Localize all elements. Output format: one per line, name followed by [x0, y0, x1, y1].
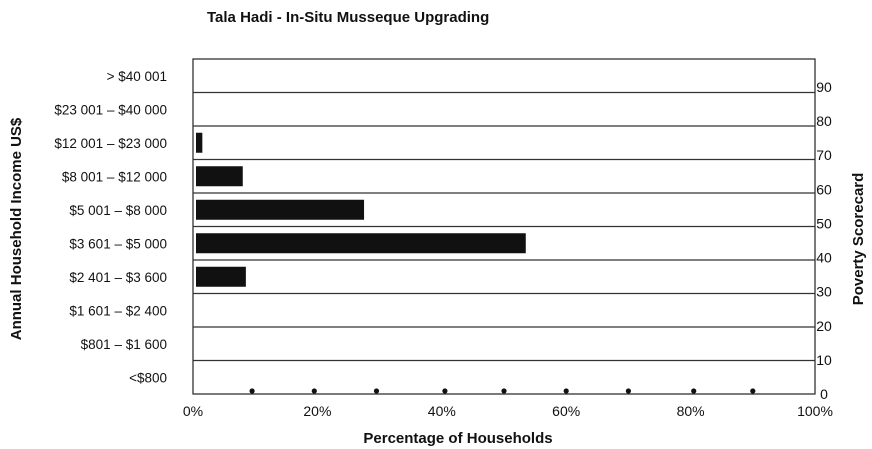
scorecard-dots — [249, 388, 756, 394]
y2-tick-label: 10 — [816, 352, 832, 368]
scorecard-dot — [750, 388, 756, 394]
y2-tick-label: 70 — [816, 147, 832, 163]
category-label: $12 001 – $23 000 — [54, 136, 167, 151]
x-tick-label: 100% — [797, 403, 833, 419]
category-label: $3 601 – $5 000 — [69, 236, 167, 251]
category-label: $801 – $1 600 — [81, 337, 167, 352]
category-labels: > $40 001 $23 001 – $40 000 $12 001 – $23 … — [54, 69, 167, 386]
bar — [196, 166, 243, 187]
y2-axis-title: Poverty Scorecard — [850, 173, 867, 306]
scorecard-dot — [311, 388, 317, 394]
y2-tick-label: 90 — [816, 79, 832, 95]
scorecard-dot — [501, 388, 507, 394]
y2-tick-label: 0 — [820, 386, 828, 402]
category-label: $1 601 – $2 400 — [69, 303, 167, 318]
y2-tick-label: 50 — [816, 215, 832, 231]
scorecard-dot — [691, 388, 697, 394]
y2-tick-label: 80 — [816, 113, 832, 129]
x-tick-label: 0% — [183, 403, 203, 419]
plot-grid — [192, 58, 816, 395]
category-label: <$800 — [129, 370, 167, 385]
category-label: > $40 001 — [107, 69, 167, 84]
x-tick-labels: 0% 20% 40% 60% 80% 100% — [183, 403, 833, 419]
x-tick-label: 60% — [552, 403, 580, 419]
x-tick-label: 80% — [677, 403, 705, 419]
bar — [196, 199, 365, 220]
y2-tick-label: 30 — [816, 284, 832, 300]
bar — [196, 132, 203, 153]
chart-title: Tala Hadi - In-Situ Musseque Upgrading — [207, 9, 489, 26]
y2-tick-label: 20 — [816, 318, 832, 334]
bars — [196, 132, 526, 287]
category-label: $8 001 – $12 000 — [62, 169, 167, 184]
y2-tick-label: 40 — [816, 250, 832, 266]
scorecard-dot — [249, 388, 255, 394]
x-axis-title: Percentage of Households — [363, 430, 552, 447]
category-label: $23 001 – $40 000 — [54, 102, 167, 117]
y2-tick-label: 60 — [816, 181, 832, 197]
x-tick-label: 40% — [428, 403, 456, 419]
bar — [196, 233, 526, 254]
scorecard-dot — [442, 388, 448, 394]
category-label: $5 001 – $8 000 — [69, 203, 167, 218]
x-tick-label: 20% — [303, 403, 331, 419]
scorecard-dot — [563, 388, 569, 394]
category-label: $2 401 – $3 600 — [69, 270, 167, 285]
y2-tick-labels: 0 10 20 30 40 50 60 70 80 90 — [816, 79, 832, 402]
y-axis-title: Annual Household Income US$ — [8, 117, 25, 340]
bar — [196, 266, 246, 287]
scorecard-dot — [373, 388, 380, 394]
scorecard-dot — [625, 388, 632, 394]
